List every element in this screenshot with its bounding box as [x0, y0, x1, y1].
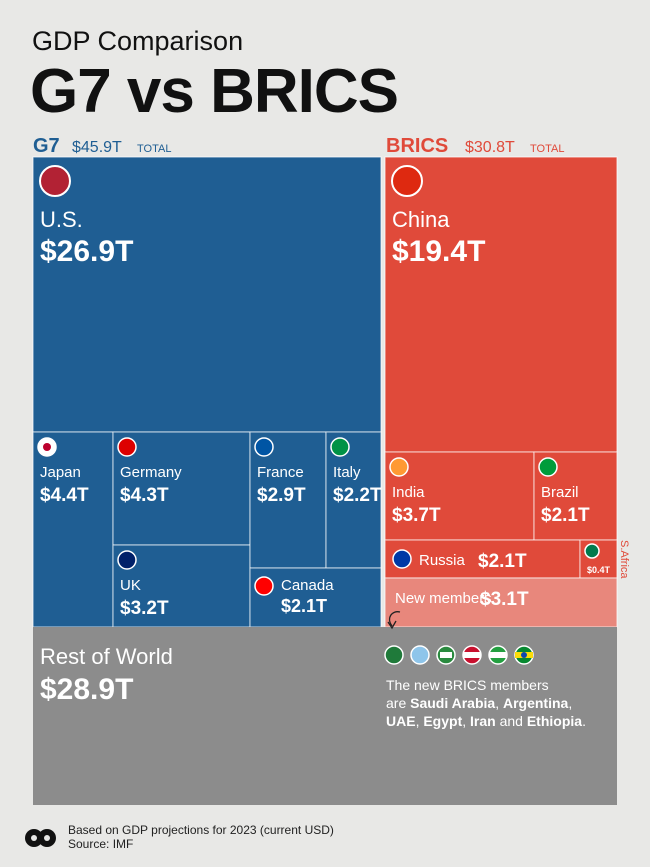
arrow — [388, 611, 401, 627]
value-label: $2.2T — [333, 485, 382, 506]
flag — [584, 543, 600, 559]
flag — [39, 165, 71, 197]
value-label: $2.1T — [281, 596, 327, 616]
cell-rect — [249, 567, 382, 628]
cell-rect — [384, 451, 535, 541]
cell: Rest of World $28.9T — [33, 627, 617, 805]
cell-name: France — [257, 464, 304, 481]
cell-rect — [384, 156, 618, 453]
value-label: $2.9T — [257, 485, 306, 506]
value-label: $4.3T — [120, 485, 169, 506]
group-name: G7 — [33, 135, 60, 157]
footer-source: Source: IMF — [68, 837, 133, 851]
note-text: Ethiopia — [527, 713, 582, 729]
note-text: are — [386, 695, 410, 711]
value-label: $2.1T — [541, 505, 590, 526]
cell-name: India — [392, 484, 425, 501]
logo — [25, 829, 56, 847]
cell-name: UK — [120, 577, 141, 594]
footer-note: Based on GDP projections for 2023 (curre… — [68, 823, 334, 837]
cell-name: Canada — [281, 577, 334, 594]
arrow-head — [387, 620, 397, 630]
flag — [330, 437, 350, 457]
note-text: Argentina — [503, 695, 569, 711]
cell-name: China — [392, 207, 450, 232]
cell: China $19.4T — [384, 156, 618, 453]
cell-name: Japan — [40, 464, 81, 481]
value-label: $0.4T — [587, 565, 611, 575]
value-label: $26.9T — [40, 235, 133, 268]
note-text: Egypt — [423, 713, 462, 729]
note: The new BRICS members are Saudi Arabia, A… — [386, 677, 586, 729]
chart-subtitle: G7 vs BRICS — [30, 57, 398, 126]
cell-rect — [384, 539, 581, 579]
cell-name: Italy — [333, 464, 361, 481]
cell-name: Rest of World — [40, 644, 173, 669]
group-total-word: TOTAL — [530, 143, 564, 155]
cell-name: Russia — [419, 552, 466, 569]
value-label: $4.4T — [40, 485, 89, 506]
group-total-word: TOTAL — [137, 143, 171, 155]
note-text: The new BRICS members — [386, 677, 549, 693]
cell: Brazil $2.1T — [533, 451, 618, 541]
cell-rect — [32, 156, 382, 433]
cell-name: Germany — [120, 464, 182, 481]
cell: France $2.9T — [249, 431, 327, 569]
cell: Japan $4.4T — [32, 431, 114, 628]
flag — [538, 457, 558, 477]
cell: Italy $2.2T — [325, 431, 382, 569]
chart-title: GDP Comparison — [32, 26, 243, 56]
cell-name: New members — [395, 590, 492, 607]
new-member-flags — [384, 645, 534, 665]
group-total: $45.9T — [72, 139, 122, 156]
flag — [389, 457, 409, 477]
note-text: Iran — [470, 713, 496, 729]
group-total: $30.8T — [465, 139, 515, 156]
note-text: , — [568, 695, 572, 711]
treemap: U.S. $26.9T Japan $4.4T Germany $4.3T UK $3.2T F… — [32, 156, 630, 805]
cell-name: Brazil — [541, 484, 579, 501]
value-label: $28.9T — [40, 673, 133, 706]
note-text: , — [462, 713, 470, 729]
cell: Canada $2.1T — [249, 567, 382, 628]
flag — [254, 576, 274, 596]
value-label: $3.7T — [392, 505, 441, 526]
note-text: , — [416, 713, 424, 729]
cell-name: S.Africa — [618, 540, 630, 579]
value-label: $19.4T — [392, 235, 485, 268]
cell-rect — [32, 431, 114, 628]
cell: Germany $4.3T — [112, 431, 251, 546]
flag — [254, 437, 274, 457]
cell-name: U.S. — [40, 207, 83, 232]
cell: UK $3.2T — [112, 544, 251, 628]
value-label: $3.2T — [120, 598, 169, 619]
flag — [391, 165, 423, 197]
flag-dot — [43, 443, 51, 451]
note-text: UAE — [386, 713, 416, 729]
cell: New members$3.1T — [384, 577, 618, 628]
flag — [392, 549, 412, 569]
note-text: and — [496, 713, 527, 729]
value-label: $2.1T — [478, 551, 527, 572]
note-text: Saudi Arabia — [410, 695, 495, 711]
cell: India $3.7T — [384, 451, 535, 541]
cell: U.S. $26.9T — [32, 156, 382, 433]
note-text: . — [582, 713, 586, 729]
flag — [117, 550, 137, 570]
group-name: BRICS — [386, 135, 448, 157]
value-label: $3.1T — [480, 589, 529, 610]
flag — [117, 437, 137, 457]
cell: $0.4T S.Africa — [579, 539, 630, 579]
cell: Russia $2.1T — [384, 539, 581, 579]
note-text: , — [495, 695, 503, 711]
